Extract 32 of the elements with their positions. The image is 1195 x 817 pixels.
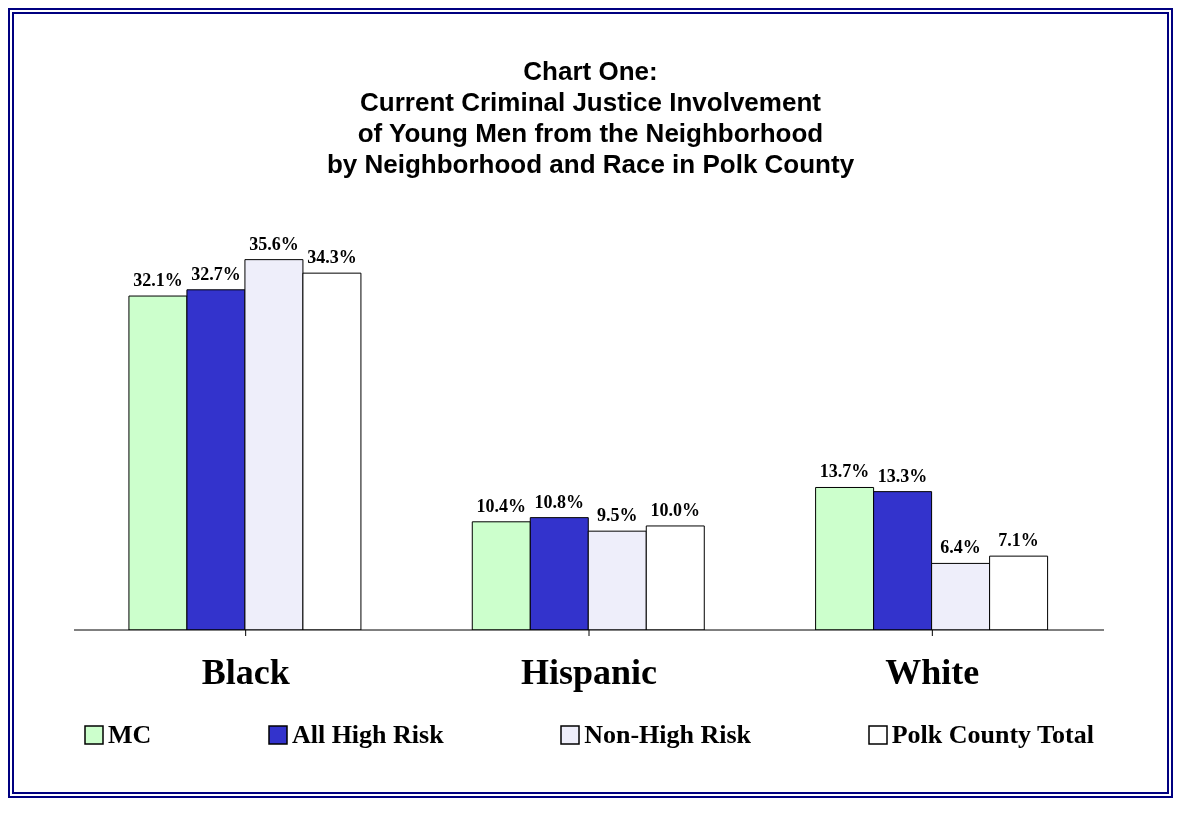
legend-label: All High Risk [290, 720, 444, 750]
data-label: 13.3% [877, 465, 928, 486]
chart-title: Chart One: Current Criminal Justice Involvement of Young Men from the Neighborhood by Neighborhood and Race in Polk County [325, 56, 856, 180]
x-tick-label: Black [201, 651, 290, 692]
data-label: 32.1% [133, 270, 183, 291]
bar [529, 517, 589, 630]
data-label: 9.5% [597, 505, 638, 526]
bar [645, 525, 705, 630]
data-label: 10.0% [650, 499, 701, 520]
bar [989, 555, 1049, 630]
bar [128, 295, 188, 630]
x-tick-label: Hispanic [520, 651, 658, 692]
data-label: 32.7% [191, 263, 241, 284]
bar [244, 259, 304, 630]
x-tick-label: White [885, 651, 980, 692]
data-label: 13.7% [819, 461, 870, 482]
data-label: 34.3% [307, 247, 357, 268]
legend-label: Polk County Total [890, 720, 1094, 750]
legend-label: Non-High Risk [583, 720, 752, 750]
bar [186, 289, 246, 630]
data-label: 10.8% [534, 491, 585, 512]
legend-label: MC [107, 720, 152, 750]
data-label: 7.1% [998, 530, 1039, 551]
data-label: 10.4% [476, 495, 527, 516]
bar [471, 521, 531, 630]
bar [587, 530, 647, 630]
bar [873, 491, 933, 630]
bar [302, 272, 362, 630]
bar [931, 562, 991, 630]
data-label: 35.6% [249, 233, 299, 254]
data-label: 6.4% [940, 537, 981, 558]
bar [815, 486, 875, 630]
